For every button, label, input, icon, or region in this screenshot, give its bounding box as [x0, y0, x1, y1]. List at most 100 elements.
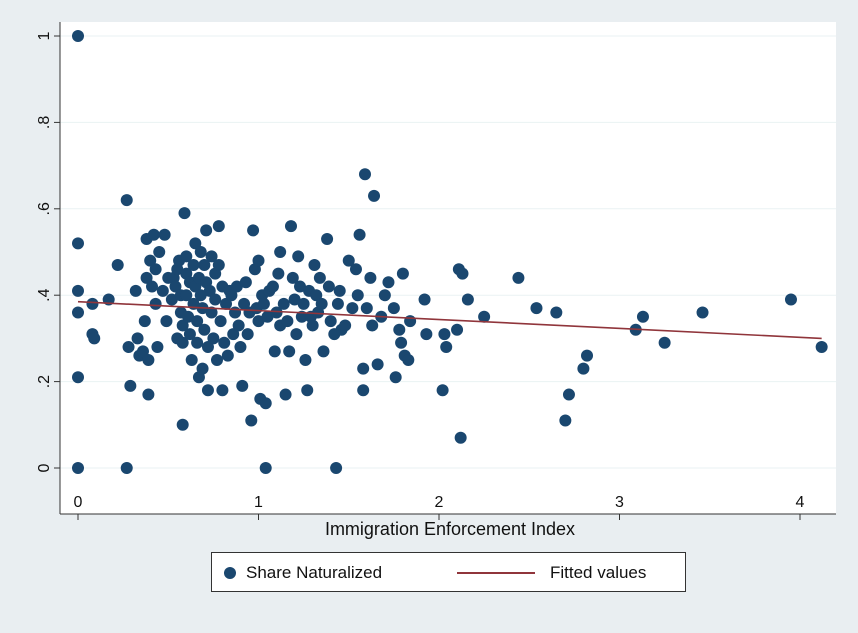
- data-point: [176, 418, 189, 431]
- data-point: [353, 228, 366, 241]
- data-point: [389, 371, 402, 384]
- data-point: [194, 289, 207, 302]
- data-point: [257, 297, 270, 310]
- data-point: [165, 293, 178, 306]
- fitted-line: [77, 300, 822, 340]
- data-point: [306, 319, 319, 332]
- data-point: [440, 341, 453, 354]
- data-point: [111, 258, 124, 271]
- data-point: [239, 276, 252, 289]
- data-point: [321, 233, 334, 246]
- data-point: [72, 371, 84, 384]
- data-point: [436, 384, 449, 397]
- y-tick-label: 1: [36, 31, 53, 40]
- data-point: [182, 310, 195, 323]
- data-point: [784, 293, 797, 306]
- data-point: [364, 271, 377, 284]
- data-point: [454, 431, 467, 444]
- data-point: [203, 284, 216, 297]
- data-point: [272, 267, 285, 280]
- data-point: [322, 280, 335, 293]
- data-point: [333, 284, 346, 297]
- data-point: [198, 258, 211, 271]
- data-point: [451, 323, 464, 336]
- data-point: [183, 328, 196, 341]
- data-point: [88, 332, 101, 345]
- data-point: [146, 280, 159, 293]
- data-point: [200, 224, 213, 237]
- scatter-points: [72, 30, 828, 474]
- data-point: [378, 289, 391, 302]
- data-point: [288, 293, 301, 306]
- x-tick-label: 3: [615, 494, 624, 511]
- data-point: [234, 341, 247, 354]
- data-point: [308, 258, 321, 271]
- axes: [54, 22, 836, 520]
- data-point: [357, 362, 370, 375]
- data-point: [122, 341, 135, 354]
- data-point: [346, 302, 359, 315]
- data-point: [205, 306, 218, 319]
- data-point: [131, 332, 144, 345]
- data-point: [368, 189, 381, 202]
- data-point: [158, 228, 171, 241]
- data-point: [396, 267, 409, 280]
- data-point: [201, 384, 214, 397]
- data-point: [147, 228, 160, 241]
- data-point: [295, 310, 308, 323]
- data-point: [140, 271, 153, 284]
- x-tick-label: 0: [74, 494, 83, 511]
- data-point: [232, 319, 245, 332]
- data-point: [815, 341, 828, 354]
- data-point: [160, 315, 173, 328]
- data-point: [86, 297, 99, 310]
- data-point: [187, 258, 200, 271]
- data-point: [247, 224, 260, 237]
- data-point: [220, 297, 233, 310]
- data-point: [330, 462, 343, 474]
- data-point: [207, 332, 220, 345]
- data-point: [252, 315, 265, 328]
- data-point: [438, 328, 451, 341]
- data-point: [209, 293, 222, 306]
- data-point: [297, 297, 310, 310]
- data-point: [324, 315, 337, 328]
- legend-label-share-naturalized: Share Naturalized: [246, 563, 383, 582]
- data-point: [393, 323, 406, 336]
- data-point: [696, 306, 709, 319]
- data-point: [72, 284, 84, 297]
- data-point: [395, 336, 408, 349]
- data-point: [294, 280, 307, 293]
- y-tick-label: .2: [36, 375, 53, 388]
- data-point: [238, 297, 251, 310]
- data-point: [212, 220, 225, 233]
- data-point: [402, 354, 415, 366]
- data-point: [221, 349, 234, 362]
- data-point: [252, 254, 265, 267]
- data-point: [478, 310, 491, 323]
- data-point: [180, 250, 193, 263]
- data-point: [559, 414, 572, 427]
- data-point: [279, 388, 292, 401]
- data-point: [214, 315, 227, 328]
- y-tick-label: .4: [36, 288, 53, 301]
- data-point: [456, 267, 469, 280]
- data-point: [270, 306, 283, 319]
- data-point: [142, 354, 155, 366]
- data-point: [196, 362, 209, 375]
- data-point: [418, 293, 431, 306]
- data-point: [371, 358, 384, 371]
- data-point: [210, 354, 223, 366]
- y-tick-label: 0: [36, 463, 53, 472]
- data-point: [120, 462, 133, 474]
- data-point: [124, 379, 137, 392]
- data-point: [191, 336, 204, 349]
- x-tick-label: 2: [435, 494, 444, 511]
- data-point: [180, 289, 193, 302]
- legend-label-fitted-values: Fitted values: [550, 563, 647, 582]
- x-tick-label: 1: [254, 494, 263, 511]
- data-point: [342, 254, 355, 267]
- data-point: [420, 328, 433, 341]
- data-point: [550, 306, 563, 319]
- data-point: [176, 319, 189, 332]
